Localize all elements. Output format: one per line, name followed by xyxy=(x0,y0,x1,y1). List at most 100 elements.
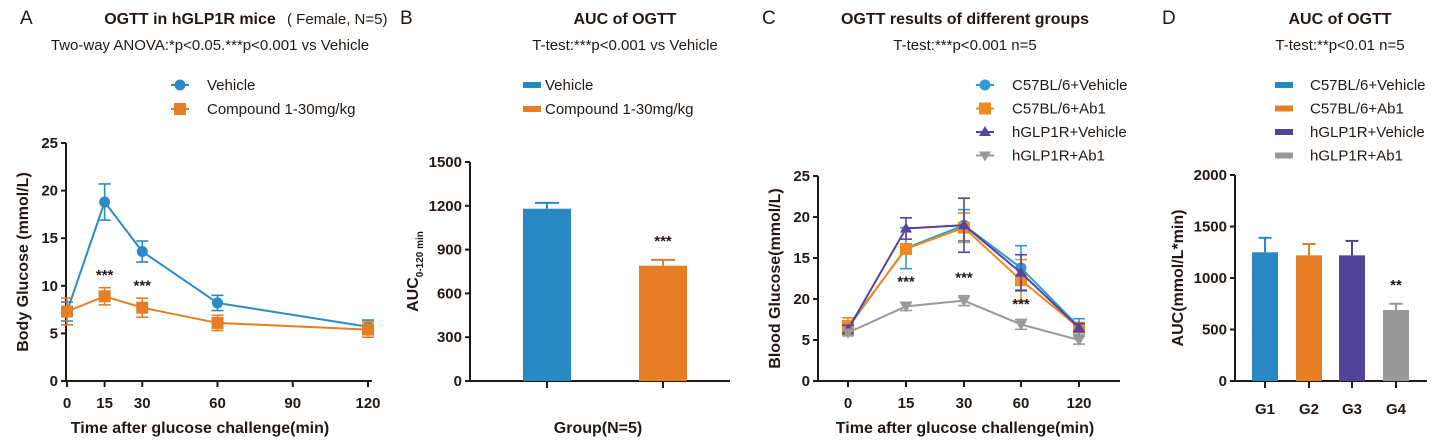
x-tick-label: 120 xyxy=(1066,395,1091,412)
chart-title-note: ( Female, N=5) xyxy=(287,11,387,28)
y-tick-label: 5 xyxy=(50,325,58,342)
legend-item: C57BL/6+Ab1 xyxy=(976,101,1106,118)
y-tick-label: 10 xyxy=(41,278,58,295)
y-tick-label: 5 xyxy=(802,332,810,349)
significance-label: *** xyxy=(654,233,672,250)
series-1 xyxy=(61,286,374,339)
significance-label: *** xyxy=(955,270,973,287)
bar xyxy=(639,265,687,381)
bar xyxy=(1339,255,1365,381)
y-axis-label: AUC0-120 min xyxy=(405,231,426,312)
y-tick-label: 20 xyxy=(793,291,810,308)
panel-b: B AUC of OGTT T-test:***p<0.001 vs Vehicle… xyxy=(400,8,730,437)
x-tick-label: 90 xyxy=(284,395,301,412)
data-point xyxy=(1015,266,1027,277)
x-tick-label: 60 xyxy=(209,395,226,412)
legend-label: C57BL/6+Vehicle xyxy=(1012,77,1128,94)
y-tick-label: 0 xyxy=(1219,373,1227,390)
x-tick-label: 15 xyxy=(96,395,113,412)
y-tick-label: 15 xyxy=(41,230,58,247)
legend-label: hGLP1R+Vehicle xyxy=(1012,124,1127,141)
data-point xyxy=(136,246,148,258)
data-point xyxy=(900,222,912,233)
legend-item: Vehicle xyxy=(523,77,593,94)
panel-letter: B xyxy=(400,8,413,29)
significance-label: *** xyxy=(96,267,114,284)
data-point xyxy=(211,316,224,329)
x-axis-label: Time after glucose challenge(min) xyxy=(71,420,329,437)
panel-d: D AUC of OGTT T-test:**p<0.01 n=5 0 500 1000 1… xyxy=(1162,8,1427,418)
y-axis-label: Blood Glucose(mmol/L) xyxy=(767,188,784,368)
x-tick-label: 30 xyxy=(134,395,151,412)
x-tick-label: G1 xyxy=(1255,401,1275,418)
panel-letter: C xyxy=(762,8,776,29)
y-tick-label: 300 xyxy=(437,329,462,346)
legend-swatch xyxy=(1275,105,1293,112)
legend-item: Compound 1-30mg/kg xyxy=(523,101,693,118)
legend-item: Vehicle xyxy=(171,77,255,94)
chart-subtitle: Two-way ANOVA:*p<0.05.***p<0.001 vs Vehi… xyxy=(51,37,369,54)
chart-title: AUC of OGTT xyxy=(1288,11,1391,28)
chart-title: AUC of OGTT xyxy=(573,11,676,28)
x-tick-label: G3 xyxy=(1342,401,1362,418)
data-point xyxy=(136,301,149,314)
legend-item: hGLP1R+Vehicle xyxy=(976,124,1127,141)
legend-item: hGLP1R+Vehicle xyxy=(1275,124,1425,141)
legend-label: C57BL/6+Vehicle xyxy=(1310,77,1426,94)
y-axis-label: AUC(mmol/L*min) xyxy=(1170,210,1187,347)
bar xyxy=(1252,252,1278,381)
series-line xyxy=(847,299,1080,341)
legend-label: Compound 1-30mg/kg xyxy=(545,101,693,118)
data-point xyxy=(61,305,73,318)
chart-title: OGTT results of different groups xyxy=(841,11,1089,28)
data-point xyxy=(99,196,111,208)
y-tick-label: 500 xyxy=(1202,322,1227,339)
legend-marker-icon xyxy=(979,102,991,115)
legend-swatch xyxy=(523,82,541,88)
panel-letter: A xyxy=(20,8,33,29)
y-tick-label: 20 xyxy=(41,183,58,200)
bar xyxy=(523,208,571,381)
data-point xyxy=(842,328,854,339)
x-tick-label: 15 xyxy=(898,395,915,412)
y-tick-label: 1500 xyxy=(1194,219,1227,236)
panel-a: A OGTT in hGLP1R mice ( Female, N=5) Two-wa… xyxy=(15,8,387,437)
y-axis-label-subscript: 0-120 min xyxy=(415,231,426,277)
y-tick-label: 25 xyxy=(41,135,58,152)
data-point xyxy=(958,219,970,230)
legend-label: Compound 1-30mg/kg xyxy=(207,101,355,118)
y-tick-label: 20 xyxy=(793,209,810,226)
legend-item: C57BL/6+Vehicle xyxy=(1275,77,1426,94)
panel-letter: D xyxy=(1162,8,1176,29)
bar xyxy=(1383,309,1409,381)
chart-title: OGTT in hGLP1R mice xyxy=(104,11,276,28)
legend-label: Vehicle xyxy=(545,77,593,94)
y-tick-label: 0 xyxy=(50,373,58,390)
series-3 xyxy=(842,294,1085,346)
significance-label: ** xyxy=(1390,277,1402,294)
legend-marker-icon xyxy=(979,126,991,136)
legend-marker-icon xyxy=(979,151,991,162)
series-0 xyxy=(61,183,374,335)
data-point xyxy=(1073,321,1085,332)
y-tick-label: 0 xyxy=(802,373,810,390)
legend-label: hGLP1R+Vehicle xyxy=(1310,124,1425,141)
legend-item: Compound 1-30mg/kg xyxy=(171,101,355,118)
y-axis-label-main: AUC xyxy=(405,277,422,312)
chart-subtitle: T-test:**p<0.01 n=5 xyxy=(1275,37,1404,54)
x-tick-label: 30 xyxy=(956,395,973,412)
significance-label: *** xyxy=(897,274,915,291)
legend-label: C57BL/6+Ab1 xyxy=(1012,101,1106,118)
y-tick-label: 900 xyxy=(437,242,462,259)
legend-swatch xyxy=(1275,82,1293,88)
y-tick-label: 0 xyxy=(454,373,462,390)
legend-label: hGLP1R+Ab1 xyxy=(1012,148,1105,165)
x-tick-label: G2 xyxy=(1299,401,1319,418)
legend-item: hGLP1R+Ab1 xyxy=(1275,148,1403,165)
legend-label: Vehicle xyxy=(207,77,255,94)
data-point xyxy=(900,242,912,255)
y-axis-label: Body Glucose (mmol/L) xyxy=(15,172,32,352)
x-axis-label: Group(N=5) xyxy=(554,420,642,437)
data-point xyxy=(1073,336,1085,346)
